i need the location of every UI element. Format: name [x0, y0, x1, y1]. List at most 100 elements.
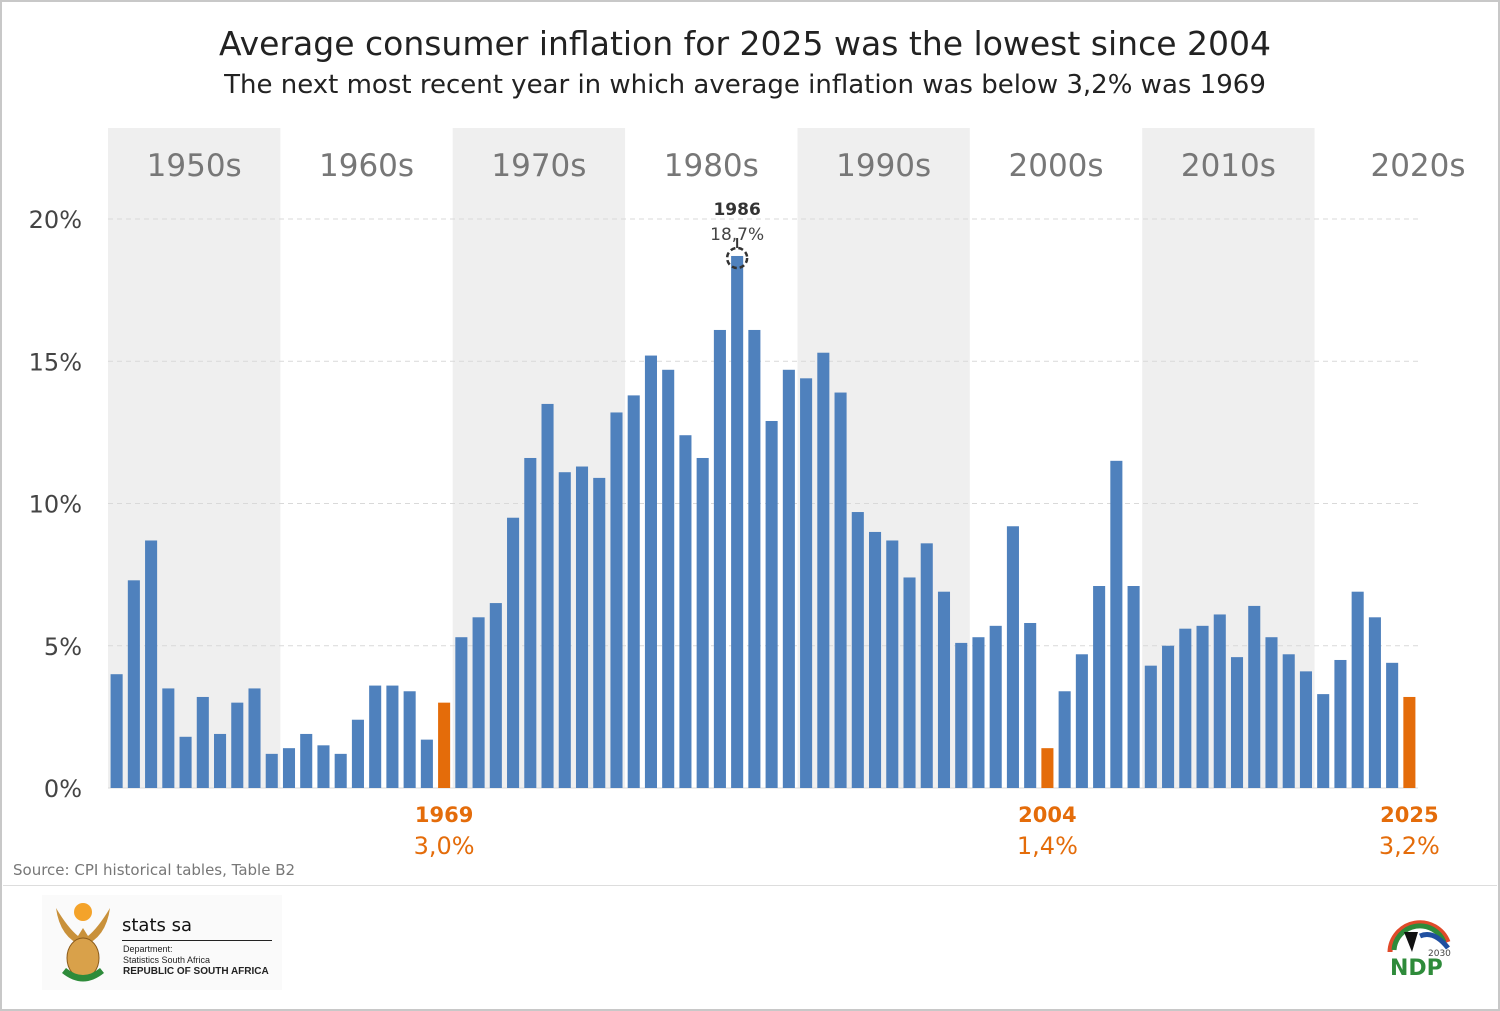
annotation-value: 3,2%	[1379, 832, 1440, 860]
bar-1966	[386, 685, 399, 788]
bar-2015	[1230, 657, 1244, 788]
bar-1991	[817, 352, 830, 788]
bar-1990	[800, 378, 813, 788]
bar-2004	[1041, 748, 1054, 788]
annotation-value: 1,4%	[1017, 832, 1078, 860]
decade-label: 1950s	[147, 148, 242, 184]
bar-2012	[1179, 628, 1192, 788]
bar-1983	[679, 435, 692, 788]
ndp-2030-logo: 2030 NDP	[1387, 920, 1451, 981]
dept-line-3: REPUBLIC OF SOUTH AFRICA	[123, 966, 269, 977]
bar-1952	[145, 540, 158, 788]
decade-label: 1970s	[491, 148, 586, 184]
bar-1984	[696, 457, 709, 788]
department-text: Department: Statistics South Africa REPU…	[123, 944, 269, 977]
annotation-year: 2004	[1018, 803, 1076, 827]
annotation-value: 18,7%	[710, 225, 764, 245]
bar-chart: 1950s 1960s 1970s 1980s 1990s 2000s 2010s 2020s…	[29, 128, 1466, 860]
bar-2008	[1110, 460, 1123, 788]
bar-2002	[1006, 526, 1019, 788]
decade-label: 2020s	[1370, 148, 1465, 184]
bar-2021	[1334, 659, 1347, 788]
decade-label: 2010s	[1181, 148, 1276, 184]
bar-1993	[851, 512, 864, 788]
bar-1995	[886, 540, 899, 788]
dept-line-2: Statistics South Africa	[123, 955, 211, 965]
bar-1973	[507, 517, 520, 788]
bar-1976	[558, 472, 571, 788]
bar-1961	[300, 733, 313, 788]
bar-1997	[920, 543, 933, 788]
y-tick-label: 15%	[29, 348, 82, 376]
bar-2017	[1265, 637, 1278, 788]
bar-2010	[1144, 665, 1157, 788]
bar-1985	[713, 329, 726, 788]
y-tick-label: 5%	[44, 633, 82, 661]
bar-1950	[110, 674, 123, 788]
bar-2018	[1282, 654, 1295, 788]
y-tick-label: 10%	[29, 491, 82, 519]
bar-1956	[214, 733, 227, 788]
bar-2005	[1058, 691, 1071, 788]
bar-1996	[903, 577, 916, 788]
bar-1986	[731, 255, 744, 789]
bar-2023	[1368, 617, 1381, 788]
bar-2000	[972, 637, 985, 788]
dept-line-1: Department:	[123, 944, 173, 954]
bar-2020	[1317, 694, 1330, 788]
coat-of-arms-icon	[56, 903, 110, 982]
bar-2003	[1024, 622, 1037, 788]
annotation-value: 3,0%	[414, 832, 475, 860]
bar-1999	[955, 642, 968, 788]
decade-label: 2000s	[1009, 148, 1104, 184]
bar-1953	[162, 688, 175, 788]
bar-1960	[282, 748, 296, 788]
bar-1954	[179, 736, 192, 788]
bar-1969	[438, 702, 451, 788]
peak-marker-icon	[725, 246, 749, 270]
bar-1982	[662, 369, 675, 788]
brand-underline	[122, 940, 272, 941]
bar-1987	[748, 329, 761, 788]
bar-1968	[420, 739, 433, 788]
bar-1980	[627, 395, 640, 788]
bar-1967	[403, 691, 416, 788]
bar-2001	[989, 625, 1002, 788]
annotation-year: 1969	[415, 803, 473, 827]
decade-label: 1980s	[664, 148, 759, 184]
bar-1963	[334, 753, 347, 788]
bar-1978	[593, 477, 606, 788]
decade-label: 1960s	[319, 148, 414, 184]
bar-1988	[765, 420, 778, 788]
bar-1965	[369, 685, 382, 788]
bar-1974	[524, 457, 537, 788]
bar-1971	[472, 617, 485, 788]
bar-1951	[127, 580, 140, 788]
bar-2014	[1213, 614, 1226, 788]
bar-1957	[231, 702, 244, 788]
bar-1975	[541, 403, 554, 788]
y-tick-label: 20%	[29, 206, 82, 234]
bar-1981	[644, 355, 657, 788]
bar-2013	[1196, 625, 1209, 788]
bar-2019	[1299, 671, 1312, 788]
bar-2025	[1403, 696, 1416, 788]
chart-subtitle: The next most recent year in which avera…	[224, 70, 1266, 100]
bar-2022	[1351, 591, 1364, 788]
bar-2011	[1162, 645, 1175, 788]
bar-1977	[575, 466, 589, 788]
bar-1970	[455, 637, 468, 788]
bar-2006	[1075, 654, 1088, 788]
brand-name: stats sa	[122, 915, 193, 936]
ndp-text: NDP	[1390, 956, 1443, 981]
footer-divider	[3, 885, 1497, 886]
bar-2016	[1248, 605, 1261, 788]
annotation-year: 1986	[713, 200, 760, 220]
bar-1992	[834, 392, 847, 788]
stats-sa-logo: stats sa	[42, 895, 282, 990]
bar-1979	[610, 412, 623, 788]
bar-1955	[196, 696, 209, 788]
bar-1989	[782, 369, 795, 788]
bar-1998	[937, 591, 951, 788]
